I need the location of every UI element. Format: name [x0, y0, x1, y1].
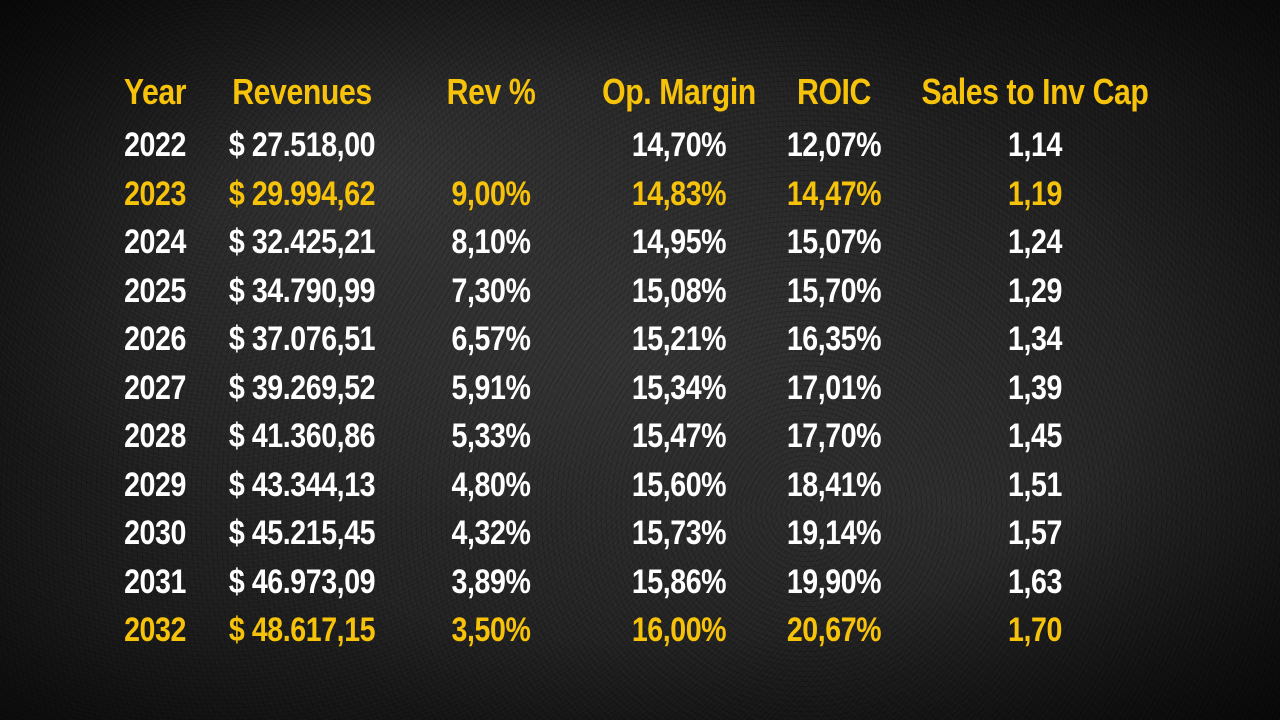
- cell-sales-to-inv-cap-2031: 1,63: [1008, 562, 1062, 601]
- cell-roic-2030: 19,14%: [786, 514, 882, 552]
- cell-year-2031: 2031: [124, 562, 186, 601]
- cell-op-margin-2025: 15,08%: [631, 271, 727, 310]
- cell-rev-pct-2028: 5,33%: [451, 417, 531, 455]
- cell-revenues-2029: $ 43.344,13: [228, 465, 376, 504]
- cell-sales-to-inv-cap-2030: 1,57: [1008, 514, 1062, 552]
- column-header-op-margin: Op. Margin: [602, 71, 756, 112]
- cell-year-2022: 2022: [124, 126, 186, 164]
- cell-year-2029: 2029: [124, 465, 186, 504]
- cell-roic-2025: 15,70%: [786, 271, 882, 310]
- cell-revenues-2032: $ 48.617,15: [228, 611, 376, 649]
- cell-revenues-2026: $ 37.076,51: [228, 320, 376, 358]
- cell-sales-to-inv-cap-2032: 1,70: [1008, 611, 1062, 649]
- cell-roic-2022: 12,07%: [786, 126, 882, 164]
- cell-roic-2029: 18,41%: [786, 465, 882, 504]
- cell-rev-pct-2023: 9,00%: [451, 174, 531, 213]
- cell-sales-to-inv-cap-2027: 1,39: [1008, 368, 1062, 407]
- cell-op-margin-2023: 14,83%: [631, 174, 727, 213]
- cell-rev-pct-2024: 8,10%: [451, 223, 531, 261]
- cell-year-2027: 2027: [124, 368, 186, 407]
- cell-revenues-2025: $ 34.790,99: [228, 271, 376, 310]
- column-header-year: Year: [123, 71, 187, 112]
- cell-rev-pct-2031: 3,89%: [451, 562, 531, 601]
- cell-rev-pct-2022: [428, 125, 554, 165]
- cell-op-margin-2022: 14,70%: [631, 126, 727, 164]
- cell-year-2028: 2028: [124, 417, 186, 455]
- cell-year-2032: 2032: [124, 611, 186, 649]
- cell-revenues-2030: $ 45.215,45: [228, 514, 376, 552]
- cell-sales-to-inv-cap-2022: 1,14: [1008, 126, 1062, 164]
- cell-op-margin-2031: 15,86%: [631, 562, 727, 601]
- column-header-rev-pct: Rev %: [446, 71, 536, 112]
- cell-op-margin-2027: 15,34%: [631, 368, 727, 407]
- cell-op-margin-2032: 16,00%: [631, 611, 727, 649]
- cell-op-margin-2024: 14,95%: [631, 223, 727, 261]
- cell-roic-2023: 14,47%: [786, 174, 882, 213]
- cell-revenues-2028: $ 41.360,86: [228, 417, 376, 455]
- cell-sales-to-inv-cap-2026: 1,34: [1008, 320, 1062, 358]
- cell-rev-pct-2032: 3,50%: [451, 611, 531, 649]
- cell-year-2025: 2025: [124, 271, 186, 310]
- cell-year-2030: 2030: [124, 514, 186, 552]
- cell-revenues-2023: $ 29.994,62: [228, 174, 376, 213]
- cell-rev-pct-2030: 4,32%: [451, 514, 531, 552]
- cell-revenues-2031: $ 46.973,09: [228, 562, 376, 601]
- cell-sales-to-inv-cap-2024: 1,24: [1008, 223, 1062, 261]
- cell-op-margin-2030: 15,73%: [631, 514, 727, 552]
- cell-revenues-2022: $ 27.518,00: [228, 126, 376, 164]
- cell-roic-2027: 17,01%: [786, 368, 882, 407]
- cell-roic-2028: 17,70%: [786, 417, 882, 455]
- column-header-revenues: Revenues: [232, 71, 372, 112]
- cell-rev-pct-2026: 6,57%: [451, 320, 531, 358]
- cell-year-2026: 2026: [124, 320, 186, 358]
- cell-op-margin-2028: 15,47%: [631, 417, 727, 455]
- cell-roic-2026: 16,35%: [786, 320, 882, 358]
- cell-sales-to-inv-cap-2029: 1,51: [1008, 465, 1062, 504]
- cell-roic-2024: 15,07%: [786, 223, 882, 261]
- cell-roic-2032: 20,67%: [786, 611, 882, 649]
- column-header-sales-to-inv-cap: Sales to Inv Cap: [921, 71, 1149, 112]
- cell-sales-to-inv-cap-2025: 1,29: [1008, 271, 1062, 310]
- cell-roic-2031: 19,90%: [786, 562, 882, 601]
- cell-year-2024: 2024: [124, 223, 186, 261]
- cell-year-2023: 2023: [124, 174, 186, 213]
- cell-rev-pct-2025: 7,30%: [451, 271, 531, 310]
- cell-rev-pct-2027: 5,91%: [451, 368, 531, 407]
- cell-rev-pct-2029: 4,80%: [451, 465, 531, 504]
- cell-sales-to-inv-cap-2028: 1,45: [1008, 417, 1062, 455]
- cell-revenues-2024: $ 32.425,21: [228, 223, 376, 261]
- cell-op-margin-2029: 15,60%: [631, 465, 727, 504]
- cell-sales-to-inv-cap-2023: 1,19: [1008, 174, 1062, 213]
- column-header-roic: ROIC: [797, 71, 871, 112]
- cell-revenues-2027: $ 39.269,52: [228, 368, 376, 407]
- cell-op-margin-2026: 15,21%: [631, 320, 727, 358]
